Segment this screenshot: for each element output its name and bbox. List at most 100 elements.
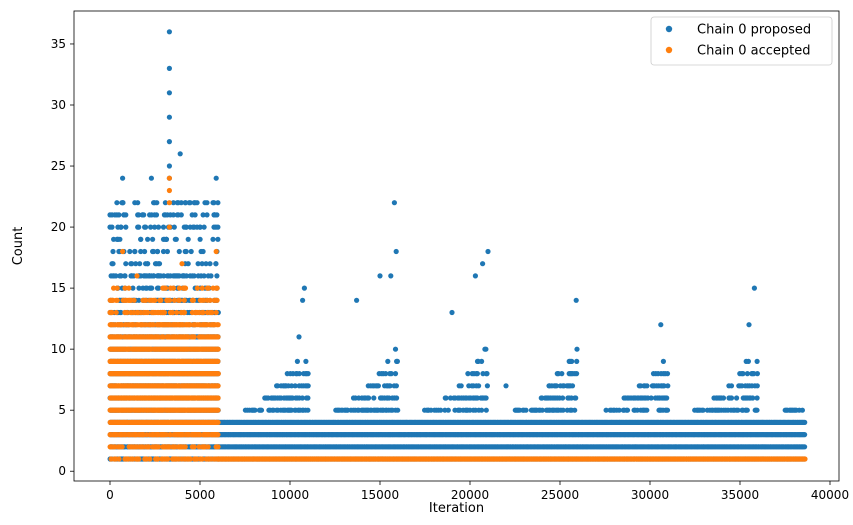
accepted-point xyxy=(158,297,164,303)
proposed-point xyxy=(258,407,265,413)
proposed-point xyxy=(465,371,471,377)
accepted-point xyxy=(131,297,137,303)
proposed-point xyxy=(143,224,149,230)
proposed-point xyxy=(484,383,490,389)
proposed-point xyxy=(160,248,167,255)
proposed-point xyxy=(120,200,126,206)
proposed-point xyxy=(720,395,727,401)
accepted-point xyxy=(114,297,120,303)
accepted-point xyxy=(114,285,120,291)
proposed-point xyxy=(201,273,207,279)
proposed-point xyxy=(123,224,129,230)
proposed-point xyxy=(574,371,580,377)
proposed-point xyxy=(194,200,200,206)
proposed-outlier-point xyxy=(746,322,752,328)
proposed-point xyxy=(213,261,219,267)
accepted-point xyxy=(170,285,176,291)
proposed-outlier-point xyxy=(120,175,126,181)
proposed-point xyxy=(164,248,170,255)
proposed-point xyxy=(183,273,190,279)
proposed-point xyxy=(664,395,670,401)
proposed-point xyxy=(661,383,667,389)
proposed-point xyxy=(303,358,309,364)
proposed-point xyxy=(110,248,116,255)
proposed-point xyxy=(573,395,579,401)
proposed-point xyxy=(136,297,142,303)
proposed-point xyxy=(170,212,176,218)
proposed-point xyxy=(700,407,706,413)
proposed-point xyxy=(754,383,760,389)
proposed-point xyxy=(113,273,119,279)
proposed-point xyxy=(366,395,372,401)
proposed-point xyxy=(138,248,144,255)
proposed-point xyxy=(130,285,136,291)
proposed-point xyxy=(644,407,650,413)
proposed-point xyxy=(197,224,203,230)
proposed-outlier-point xyxy=(449,309,455,316)
proposed-point xyxy=(191,273,197,279)
proposed-point xyxy=(305,383,311,389)
proposed-point xyxy=(292,383,298,389)
proposed-point xyxy=(754,395,760,401)
proposed-outlier-point xyxy=(166,114,172,120)
proposed-point xyxy=(136,285,142,291)
proposed-point xyxy=(392,371,399,377)
proposed-point xyxy=(476,383,482,389)
proposed-point xyxy=(572,407,578,413)
proposed-point xyxy=(192,212,198,218)
proposed-point xyxy=(173,236,179,242)
accepted-point xyxy=(124,309,130,316)
proposed-point xyxy=(375,383,381,389)
proposed-point xyxy=(136,212,142,218)
proposed-point xyxy=(135,200,141,206)
proposed-point xyxy=(603,407,609,413)
proposed-point xyxy=(127,248,133,255)
proposed-point xyxy=(156,261,163,267)
proposed-point xyxy=(799,407,806,413)
accepted-point xyxy=(119,444,125,450)
proposed-outlier-point xyxy=(166,139,172,145)
proposed-point xyxy=(200,212,206,218)
proposed-point xyxy=(178,200,184,206)
proposed-outlier-point xyxy=(301,285,307,291)
proposed-point xyxy=(214,273,220,279)
proposed-point xyxy=(754,358,760,364)
proposed-point xyxy=(574,358,580,364)
proposed-point xyxy=(187,200,193,206)
proposed-point xyxy=(559,371,565,377)
proposed-point xyxy=(152,224,158,230)
proposed-point xyxy=(740,371,746,377)
proposed-outlier-point xyxy=(166,65,172,71)
proposed-point xyxy=(296,371,302,377)
proposed-point xyxy=(118,273,124,279)
proposed-point xyxy=(153,212,160,218)
proposed-point xyxy=(305,407,311,413)
series-accepted-points xyxy=(107,175,808,462)
proposed-outlier-point xyxy=(296,334,302,340)
proposed-point xyxy=(211,200,217,206)
accepted-point xyxy=(113,309,119,316)
proposed-point xyxy=(802,432,808,438)
proposed-point xyxy=(204,200,210,206)
proposed-point xyxy=(200,248,206,255)
accepted-point xyxy=(145,309,151,316)
proposed-point xyxy=(393,383,399,389)
proposed-point xyxy=(754,407,760,413)
proposed-outlier-point xyxy=(573,297,579,303)
proposed-point xyxy=(201,224,207,230)
proposed-point xyxy=(132,248,138,255)
proposed-point xyxy=(208,273,214,279)
proposed-point xyxy=(123,212,129,218)
proposed-point xyxy=(385,358,391,364)
proposed-outlier-point xyxy=(166,29,172,35)
proposed-point xyxy=(734,395,740,401)
proposed-point xyxy=(195,261,201,267)
proposed-point xyxy=(118,224,124,230)
proposed-point xyxy=(299,395,305,401)
proposed-point xyxy=(151,273,157,279)
proposed-point xyxy=(392,346,399,352)
proposed-point xyxy=(183,224,189,230)
proposed-point xyxy=(394,395,400,401)
proposed-outlier-point xyxy=(148,175,154,181)
